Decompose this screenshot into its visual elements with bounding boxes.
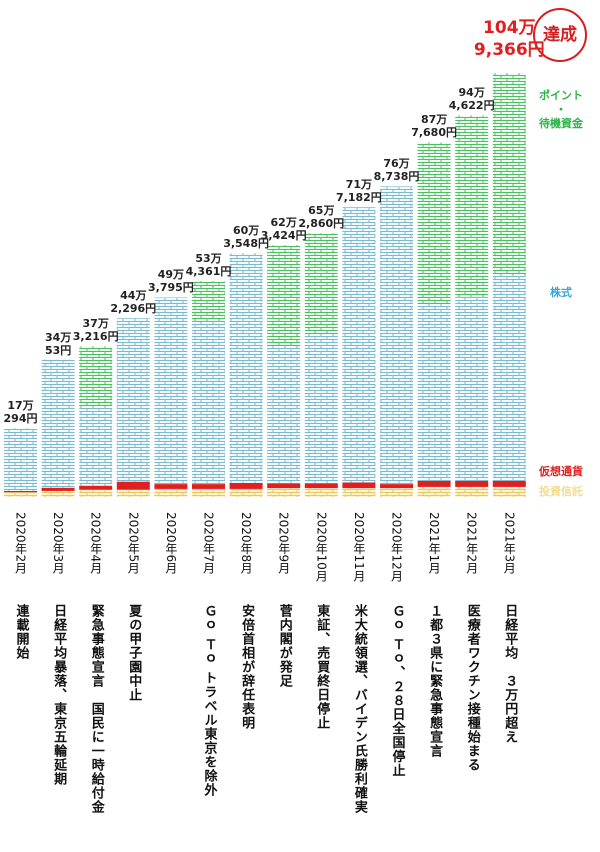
bar-segment bbox=[417, 486, 451, 497]
event-label: 日経平均 ３万円超え bbox=[502, 604, 518, 744]
total-label: 17万 294円 bbox=[3, 399, 38, 426]
total-label: 65万 2,860円 bbox=[298, 204, 345, 231]
total-label: 76万 8,738円 bbox=[373, 157, 420, 184]
bar-segment bbox=[4, 490, 37, 493]
bar-segment bbox=[154, 297, 188, 485]
bar-segment bbox=[41, 487, 75, 491]
bar-segment bbox=[154, 488, 188, 497]
event-label: 安倍首相が辞任表明 bbox=[239, 604, 255, 730]
bar-segment bbox=[41, 490, 75, 497]
event-label: 夏の甲子園中止 bbox=[126, 604, 142, 702]
bar-segment bbox=[380, 488, 413, 497]
bar-segment bbox=[342, 488, 376, 497]
legend-label: 投資信託 bbox=[539, 485, 583, 498]
total-label: 94万 4,622円 bbox=[448, 86, 495, 113]
bar-segment bbox=[154, 484, 188, 489]
legend-label: 仮想通貨 bbox=[539, 465, 583, 478]
x-tick-label: 2020年6月 bbox=[163, 512, 178, 575]
x-tick-label: 2021年1月 bbox=[427, 512, 442, 575]
total-label: 44万 2,296円 bbox=[110, 289, 157, 316]
x-tick-label: 2020年2月 bbox=[13, 512, 28, 575]
event-label: 菅内閣が発足 bbox=[276, 604, 292, 688]
total-label: 37万 3,216円 bbox=[72, 317, 119, 344]
total-label: 34万 53円 bbox=[44, 330, 72, 357]
bar-segment bbox=[492, 486, 526, 497]
bar-segment bbox=[304, 233, 338, 335]
bar-segment bbox=[455, 480, 489, 487]
x-tick-label: 2020年10月 bbox=[314, 512, 329, 582]
bar-segment bbox=[455, 486, 489, 497]
event-label: 東証、売買終日停止 bbox=[314, 604, 330, 730]
x-tick-label: 2021年2月 bbox=[464, 512, 479, 575]
bar-segment bbox=[229, 253, 263, 483]
total-label: 62万 3,424円 bbox=[260, 216, 307, 243]
bar-segment bbox=[267, 483, 301, 489]
bar-segment bbox=[79, 485, 113, 490]
bar-segment bbox=[116, 318, 150, 482]
bar-segment bbox=[229, 482, 263, 489]
bar-segment bbox=[455, 297, 489, 481]
bar-segment bbox=[192, 484, 225, 489]
event-label: 緊急事態宣言 国民に一時給付金 bbox=[88, 604, 104, 814]
bar-segment bbox=[455, 115, 489, 298]
bar-segment bbox=[4, 492, 37, 497]
legend-label: 株式 bbox=[550, 286, 572, 299]
bar-segment bbox=[267, 346, 301, 484]
bar-segment bbox=[4, 428, 37, 491]
bar-segment bbox=[267, 488, 301, 497]
stamp: 達成 bbox=[533, 8, 587, 62]
total-label: 53万 4,361円 bbox=[185, 252, 232, 279]
x-tick-label: 2020年7月 bbox=[201, 512, 216, 575]
x-tick-label: 2020年9月 bbox=[276, 512, 291, 575]
bar-segment bbox=[342, 482, 376, 489]
bar-segment bbox=[192, 488, 225, 497]
bar-segment bbox=[417, 142, 451, 304]
event-label: 連載開始 bbox=[13, 604, 29, 660]
bar-segment bbox=[116, 489, 150, 497]
x-tick-label: 2020年8月 bbox=[239, 512, 254, 575]
bar-segment bbox=[116, 481, 150, 490]
event-label: Ｇｏ Ｔｏ、２８日全国停止 bbox=[389, 604, 405, 778]
bar-segment bbox=[79, 346, 113, 407]
bar-segment bbox=[304, 483, 338, 489]
bar-segment bbox=[380, 186, 413, 485]
bar-segment bbox=[492, 480, 526, 487]
bar-segment bbox=[41, 359, 75, 488]
x-tick-label: 2020年3月 bbox=[51, 512, 66, 575]
total-label: 104万 9,366円 bbox=[473, 18, 545, 60]
bar-segment bbox=[304, 334, 338, 484]
total-label: 87万 7,680円 bbox=[411, 113, 457, 140]
event-label: １都３県に緊急事態宣言 bbox=[427, 604, 443, 758]
event-label: 日経平均暴落、東京五輪延期 bbox=[51, 604, 67, 786]
bar-segment bbox=[267, 245, 301, 347]
event-label: 医療者ワクチン接種始まる bbox=[464, 604, 480, 772]
total-label: 60万 3,548円 bbox=[223, 224, 269, 251]
event-label: 米大統領選、バイデン氏勝利確実 bbox=[351, 604, 367, 814]
total-label: 49万 3,795円 bbox=[147, 268, 194, 295]
x-tick-label: 2020年11月 bbox=[351, 512, 366, 582]
bar-segment bbox=[304, 488, 338, 497]
bar-segment bbox=[79, 406, 113, 486]
bar-segment bbox=[380, 484, 413, 489]
bar-segment bbox=[192, 321, 225, 485]
total-label: 71万 7,182円 bbox=[335, 178, 382, 205]
bar-segment bbox=[492, 275, 526, 481]
bar-segment bbox=[79, 489, 113, 497]
bar-segment bbox=[417, 303, 451, 481]
legend-label: ポイント ・ 待機資金 bbox=[539, 89, 583, 130]
x-tick-label: 2021年3月 bbox=[502, 512, 517, 575]
bar-segment bbox=[342, 207, 376, 483]
bar-segment bbox=[229, 488, 263, 497]
x-tick-label: 2020年5月 bbox=[126, 512, 141, 575]
bar-segment bbox=[192, 281, 225, 322]
x-tick-label: 2020年12月 bbox=[389, 512, 404, 582]
x-tick-label: 2020年4月 bbox=[88, 512, 103, 575]
bar-segment bbox=[417, 480, 451, 487]
event-label: Ｇｏ Ｔｏ トラベル東京を除外 bbox=[201, 604, 217, 798]
bar-segment bbox=[492, 73, 526, 276]
